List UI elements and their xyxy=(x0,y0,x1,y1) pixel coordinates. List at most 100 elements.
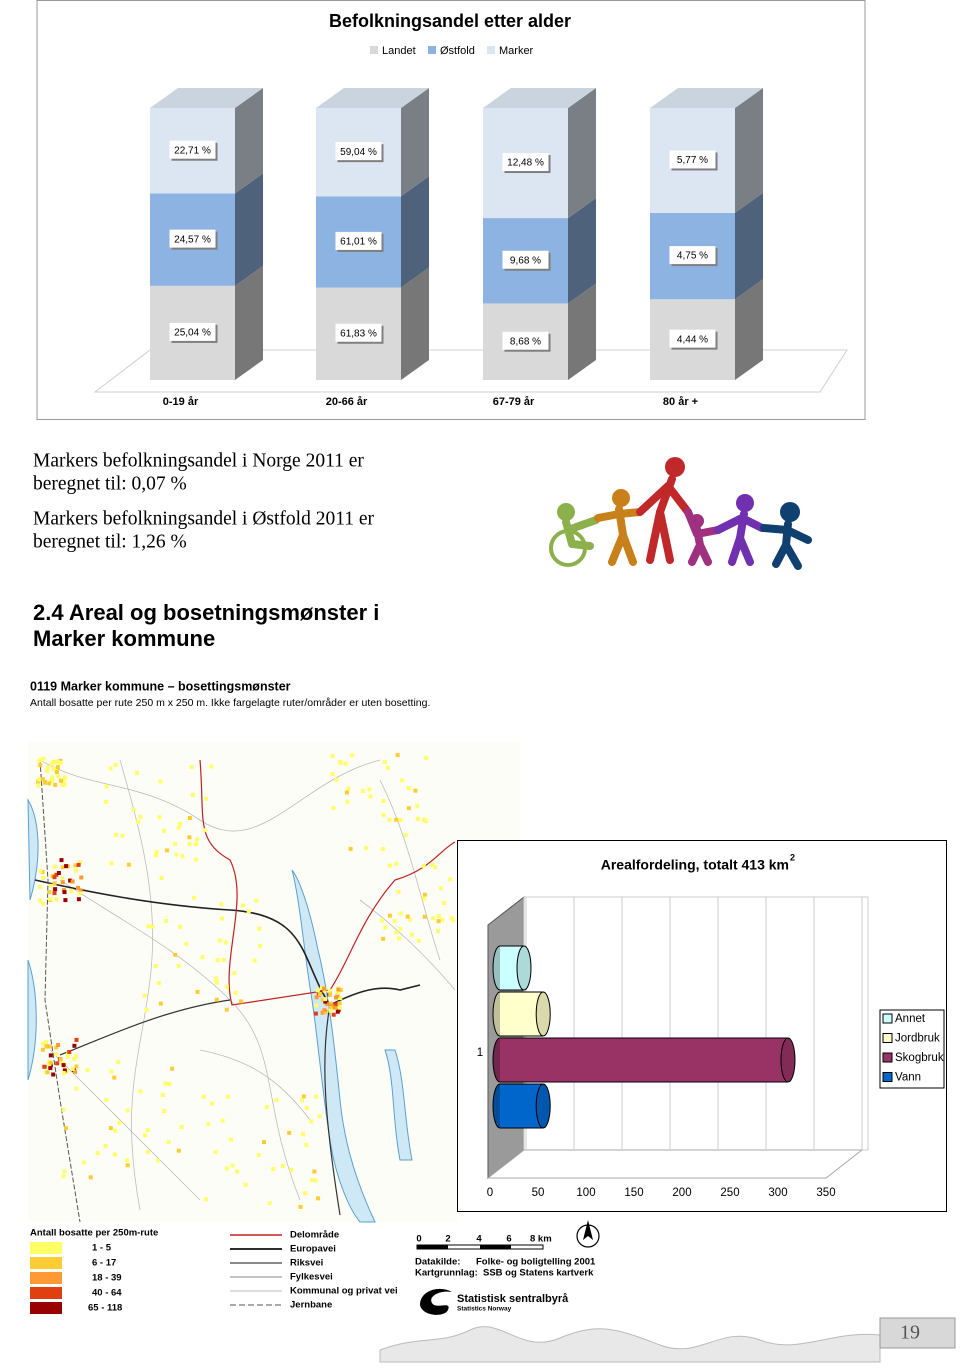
settlement-cell xyxy=(301,1094,306,1099)
settlement-cell xyxy=(337,1005,342,1010)
label-box xyxy=(335,231,382,250)
settlement-cell xyxy=(62,1169,67,1174)
settlement-cell xyxy=(142,993,147,998)
settlement-cell xyxy=(421,863,426,868)
settlement-cell xyxy=(38,868,43,873)
settlement-cell xyxy=(63,898,68,903)
settlement-cell xyxy=(190,792,195,797)
settlement-cell xyxy=(280,1163,285,1168)
settlement-cell xyxy=(59,778,63,783)
y-tick-label: 1 xyxy=(477,1047,483,1059)
settlement-cell xyxy=(430,862,435,867)
north-arrow xyxy=(576,1220,600,1248)
section-heading: 2.4 Areal og bosetningsmønster i xyxy=(33,600,379,625)
legend-swatch xyxy=(882,1033,893,1043)
scale-label: 4 xyxy=(476,1234,482,1245)
settlement-cell xyxy=(113,762,118,767)
figure xyxy=(549,503,600,567)
settlement-cell xyxy=(51,1072,56,1077)
settlement-cell xyxy=(163,1081,168,1086)
settlement-cell xyxy=(112,1075,117,1080)
x-tick-label: 150 xyxy=(624,1187,643,1199)
settlement-cell xyxy=(108,1126,113,1131)
x-tick-label: 0 xyxy=(487,1187,493,1199)
settlement-cell xyxy=(406,786,411,791)
settlement-cell xyxy=(56,774,61,779)
settlement-cell xyxy=(41,875,46,880)
settlement-cell xyxy=(70,1067,75,1071)
settlement-cell xyxy=(316,1196,321,1201)
settlement-cell xyxy=(431,916,436,921)
back-wall xyxy=(523,896,869,1151)
settlement-cell xyxy=(304,1143,309,1148)
settlement-cell xyxy=(53,783,58,787)
settlement-cell xyxy=(335,1009,340,1014)
settlement-cell xyxy=(47,1063,52,1067)
settlement-cell xyxy=(53,887,58,892)
settlement-cell xyxy=(74,1054,78,1059)
settlement-cell xyxy=(38,898,42,903)
settlement-cell xyxy=(254,898,259,903)
settlement-cell xyxy=(53,759,58,764)
settlement-cell xyxy=(334,777,339,782)
settlement-cell xyxy=(380,918,384,923)
legend-swatch xyxy=(882,1052,893,1063)
settlement-cell xyxy=(41,1041,46,1046)
people-illustration xyxy=(549,457,812,570)
map-background xyxy=(28,742,520,1222)
settlement-cell xyxy=(332,1005,337,1010)
settlement-cell xyxy=(73,1069,77,1074)
settlement-cell xyxy=(328,1008,333,1013)
settlement-cell xyxy=(262,1140,266,1145)
settlement-cell xyxy=(300,1098,304,1103)
settlement-cell xyxy=(329,1003,334,1008)
settlement-cell xyxy=(360,789,365,793)
value-label: 5,77 % xyxy=(677,155,708,166)
settlement-cell xyxy=(398,911,403,916)
settlement-cell xyxy=(394,930,399,935)
settlement-cell xyxy=(54,897,59,902)
label-box xyxy=(169,229,216,248)
bar xyxy=(492,945,532,991)
settlement-cell xyxy=(49,762,54,767)
source-key: Kartgrunnlag: xyxy=(415,1268,478,1279)
settlement-cell xyxy=(385,765,390,770)
settlement-cell xyxy=(220,1118,225,1123)
settlement-cell xyxy=(213,1150,218,1155)
settlement-cell xyxy=(38,763,43,768)
riksvei xyxy=(59,999,341,1216)
map-legend-classes: 1 - 5 6 - 17 18 - 39 40 - 64 65 - 118 xyxy=(30,1242,122,1314)
settlement-cell xyxy=(415,816,420,821)
paragraph-line: beregnet til: 0,07 % xyxy=(33,473,187,494)
settlement-cell xyxy=(381,812,386,817)
settlement-cell xyxy=(43,1040,48,1045)
value-label: 22,71 % xyxy=(174,145,211,156)
x-tick-label: 80 år + xyxy=(663,396,698,408)
area-chart: Arealfordeling, totalt 413 km 2 0 50 100 150 2… xyxy=(477,852,945,1199)
settlement-cell xyxy=(176,963,181,968)
settlement-cell xyxy=(289,1167,294,1172)
settlement-cell xyxy=(364,846,369,850)
settlement-cell xyxy=(350,753,355,758)
legend-swatch xyxy=(30,1287,62,1299)
settlement-cell xyxy=(178,924,183,929)
settlement-cell xyxy=(204,796,209,801)
legend-swatch xyxy=(882,1072,893,1082)
settlement-cell xyxy=(153,964,158,968)
settlement-cell xyxy=(300,1132,305,1137)
settlement-cell xyxy=(189,765,194,770)
settlement-cell xyxy=(44,1044,49,1049)
settlement-cell xyxy=(180,854,185,859)
settlement-cell xyxy=(37,777,42,782)
settlement-cell xyxy=(334,995,338,1000)
settlement-cell xyxy=(60,865,65,870)
settlement-cell xyxy=(146,924,151,929)
settlement-cell xyxy=(217,938,222,943)
settlement-cell xyxy=(403,833,408,838)
settlement-cell xyxy=(174,852,179,857)
value-label: 61,01 % xyxy=(340,237,377,248)
bar xyxy=(492,1037,796,1083)
settlement-cell xyxy=(387,913,392,918)
settlement-cell xyxy=(319,986,324,991)
settlement-cell xyxy=(200,955,205,960)
